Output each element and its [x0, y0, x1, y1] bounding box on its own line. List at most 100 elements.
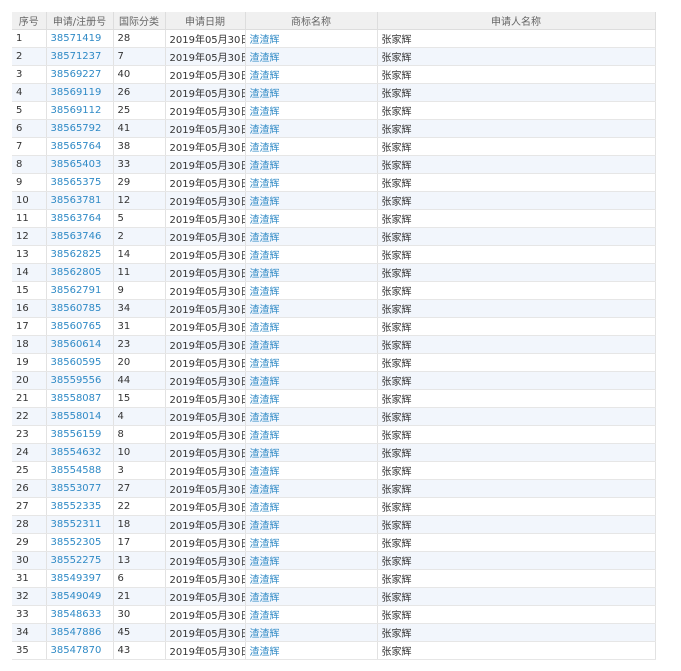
application-number[interactable]: 38562805 [46, 263, 114, 282]
trademark-name[interactable]: 渣渣辉 [245, 641, 378, 660]
trademark-name[interactable]: 渣渣辉 [245, 47, 378, 66]
trademark-name[interactable]: 渣渣辉 [245, 515, 378, 534]
trademark-name[interactable]: 渣渣辉 [245, 281, 378, 300]
application-number[interactable]: 38552335 [46, 497, 114, 516]
trademark-name[interactable]: 渣渣辉 [245, 551, 378, 570]
trademark-name[interactable]: 渣渣辉 [245, 263, 378, 282]
application-number[interactable]: 38558087 [46, 389, 114, 408]
table-row: 16 38560785 34 2019年05月30日 渣渣辉 张家辉 [12, 299, 656, 318]
trademark-name[interactable]: 渣渣辉 [245, 533, 378, 552]
class: 8 [113, 425, 166, 444]
applicant-name: 张家辉 [377, 263, 656, 282]
application-date: 2019年05月30日 [165, 173, 246, 192]
application-number[interactable]: 38549049 [46, 587, 114, 606]
application-number[interactable]: 38571419 [46, 29, 114, 48]
application-number[interactable]: 38563746 [46, 227, 114, 246]
class: 29 [113, 173, 166, 192]
trademark-name[interactable]: 渣渣辉 [245, 209, 378, 228]
trademark-name[interactable]: 渣渣辉 [245, 479, 378, 498]
application-number[interactable]: 38560785 [46, 299, 114, 318]
table-row: 23 38556159 8 2019年05月30日 渣渣辉 张家辉 [12, 425, 656, 444]
application-number[interactable]: 38552305 [46, 533, 114, 552]
trademark-name[interactable]: 渣渣辉 [245, 443, 378, 462]
application-number[interactable]: 38569112 [46, 101, 114, 120]
application-number[interactable]: 38549397 [46, 569, 114, 588]
class: 26 [113, 83, 166, 102]
application-number[interactable]: 38560595 [46, 353, 114, 372]
application-number[interactable]: 38547870 [46, 641, 114, 660]
application-number[interactable]: 38553077 [46, 479, 114, 498]
application-number[interactable]: 38559556 [46, 371, 114, 390]
trademark-name[interactable]: 渣渣辉 [245, 29, 378, 48]
application-number[interactable]: 38563781 [46, 191, 114, 210]
application-number[interactable]: 38563764 [46, 209, 114, 228]
row-number: 1 [12, 29, 47, 48]
trademark-name[interactable]: 渣渣辉 [245, 317, 378, 336]
row-number: 22 [12, 407, 47, 426]
application-number[interactable]: 38547886 [46, 623, 114, 642]
application-date: 2019年05月30日 [165, 407, 246, 426]
application-date: 2019年05月30日 [165, 425, 246, 444]
row-number: 12 [12, 227, 47, 246]
trademark-name[interactable]: 渣渣辉 [245, 425, 378, 444]
table-row: 15 38562791 9 2019年05月30日 渣渣辉 张家辉 [12, 281, 656, 300]
application-date: 2019年05月30日 [165, 443, 246, 462]
trademark-name[interactable]: 渣渣辉 [245, 227, 378, 246]
table-row: 29 38552305 17 2019年05月30日 渣渣辉 张家辉 [12, 533, 656, 552]
class: 10 [113, 443, 166, 462]
application-number[interactable]: 38560614 [46, 335, 114, 354]
trademark-name[interactable]: 渣渣辉 [245, 389, 378, 408]
application-number[interactable]: 38569227 [46, 65, 114, 84]
trademark-name[interactable]: 渣渣辉 [245, 407, 378, 426]
row-number: 10 [12, 191, 47, 210]
application-number[interactable]: 38552275 [46, 551, 114, 570]
application-date: 2019年05月30日 [165, 29, 246, 48]
application-date: 2019年05月30日 [165, 515, 246, 534]
trademark-name[interactable]: 渣渣辉 [245, 587, 378, 606]
application-number[interactable]: 38548633 [46, 605, 114, 624]
application-number[interactable]: 38565764 [46, 137, 114, 156]
row-number: 32 [12, 587, 47, 606]
application-date: 2019年05月30日 [165, 47, 246, 66]
trademark-name[interactable]: 渣渣辉 [245, 461, 378, 480]
application-date: 2019年05月30日 [165, 353, 246, 372]
application-number[interactable]: 38569119 [46, 83, 114, 102]
trademark-name[interactable]: 渣渣辉 [245, 101, 378, 120]
trademark-name[interactable]: 渣渣辉 [245, 65, 378, 84]
applicant-name: 张家辉 [377, 227, 656, 246]
trademark-name[interactable]: 渣渣辉 [245, 353, 378, 372]
trademark-name[interactable]: 渣渣辉 [245, 623, 378, 642]
trademark-name[interactable]: 渣渣辉 [245, 155, 378, 174]
application-number[interactable]: 38558014 [46, 407, 114, 426]
application-number[interactable]: 38554632 [46, 443, 114, 462]
application-number[interactable]: 38552311 [46, 515, 114, 534]
table-row: 26 38553077 27 2019年05月30日 渣渣辉 张家辉 [12, 479, 656, 498]
trademark-name[interactable]: 渣渣辉 [245, 569, 378, 588]
trademark-name[interactable]: 渣渣辉 [245, 497, 378, 516]
trademark-name[interactable]: 渣渣辉 [245, 299, 378, 318]
trademark-name[interactable]: 渣渣辉 [245, 371, 378, 390]
class: 15 [113, 389, 166, 408]
trademark-name[interactable]: 渣渣辉 [245, 335, 378, 354]
application-number[interactable]: 38565375 [46, 173, 114, 192]
trademark-name[interactable]: 渣渣辉 [245, 173, 378, 192]
trademark-name[interactable]: 渣渣辉 [245, 245, 378, 264]
application-number[interactable]: 38562825 [46, 245, 114, 264]
trademark-name[interactable]: 渣渣辉 [245, 605, 378, 624]
application-date: 2019年05月30日 [165, 389, 246, 408]
application-date: 2019年05月30日 [165, 263, 246, 282]
trademark-name[interactable]: 渣渣辉 [245, 83, 378, 102]
application-number[interactable]: 38565792 [46, 119, 114, 138]
application-number[interactable]: 38571237 [46, 47, 114, 66]
application-date: 2019年05月30日 [165, 281, 246, 300]
application-number[interactable]: 38556159 [46, 425, 114, 444]
application-number[interactable]: 38554588 [46, 461, 114, 480]
trademark-name[interactable]: 渣渣辉 [245, 191, 378, 210]
application-number[interactable]: 38560765 [46, 317, 114, 336]
application-number[interactable]: 38565403 [46, 155, 114, 174]
application-number[interactable]: 38562791 [46, 281, 114, 300]
row-number: 16 [12, 299, 47, 318]
trademark-name[interactable]: 渣渣辉 [245, 119, 378, 138]
trademark-name[interactable]: 渣渣辉 [245, 137, 378, 156]
